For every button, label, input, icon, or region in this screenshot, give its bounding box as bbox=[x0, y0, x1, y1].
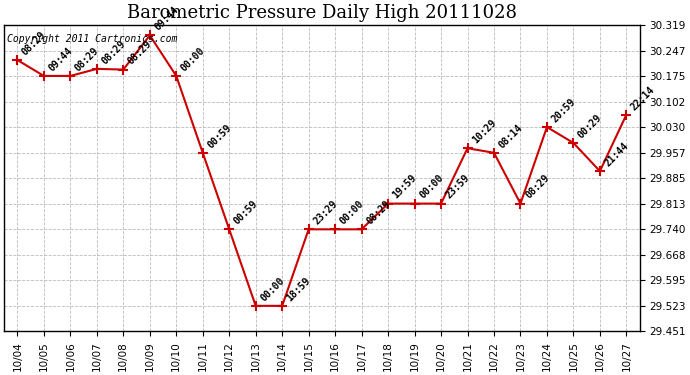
Text: 08:14: 08:14 bbox=[497, 122, 524, 150]
Text: 09:44: 09:44 bbox=[47, 45, 75, 73]
Text: 08:29: 08:29 bbox=[73, 45, 101, 73]
Text: 23:29: 23:29 bbox=[311, 199, 339, 226]
Text: 00:29: 00:29 bbox=[576, 112, 604, 140]
Text: 08:29: 08:29 bbox=[364, 199, 392, 226]
Text: 22:14: 22:14 bbox=[629, 84, 657, 112]
Text: 19:59: 19:59 bbox=[391, 173, 419, 201]
Text: 08:29: 08:29 bbox=[523, 173, 551, 201]
Text: 08:29: 08:29 bbox=[99, 38, 128, 66]
Text: 10:29: 10:29 bbox=[471, 118, 498, 146]
Text: 09:44: 09:44 bbox=[152, 5, 180, 33]
Text: 20:59: 20:59 bbox=[550, 96, 578, 124]
Title: Barometric Pressure Daily High 20111028: Barometric Pressure Daily High 20111028 bbox=[127, 4, 517, 22]
Text: 00:00: 00:00 bbox=[179, 45, 207, 73]
Text: 08:29: 08:29 bbox=[126, 39, 154, 67]
Text: 18:59: 18:59 bbox=[285, 275, 313, 303]
Text: 00:00: 00:00 bbox=[259, 275, 286, 303]
Text: 00:59: 00:59 bbox=[206, 122, 233, 150]
Text: 00:00: 00:00 bbox=[417, 173, 445, 201]
Text: 08:29: 08:29 bbox=[20, 29, 48, 57]
Text: 00:59: 00:59 bbox=[232, 199, 260, 226]
Text: Copyright 2011 Cartronics.com: Copyright 2011 Cartronics.com bbox=[8, 34, 178, 44]
Text: 00:00: 00:00 bbox=[338, 199, 366, 226]
Text: 23:59: 23:59 bbox=[444, 173, 472, 201]
Text: 21:44: 21:44 bbox=[602, 141, 631, 168]
